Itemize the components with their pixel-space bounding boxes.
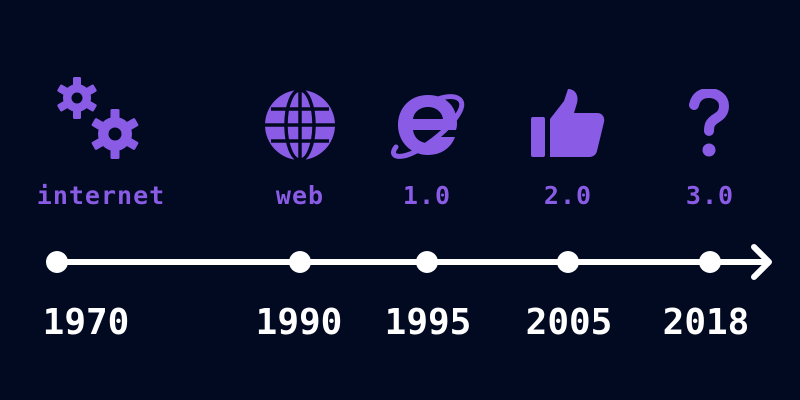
year-label-1995: 1995 <box>384 302 472 343</box>
era-label-internet: internet <box>36 181 166 210</box>
timeline-dot-2005 <box>557 251 579 273</box>
era-label-3-0: 3.0 <box>685 181 735 210</box>
era-label-web: web <box>275 181 325 210</box>
timeline-dot-2018 <box>699 251 721 273</box>
timeline-dot-1995 <box>416 251 438 273</box>
timeline-dot-1990 <box>289 251 311 273</box>
year-label-1970: 1970 <box>42 302 130 343</box>
gears-icon <box>57 77 139 159</box>
timeline-dot-1970 <box>46 251 68 273</box>
era-label-1-0: 1.0 <box>402 181 452 210</box>
era-label-2-0: 2.0 <box>543 181 593 210</box>
year-label-2005: 2005 <box>525 302 613 343</box>
internet-explorer-icon <box>391 94 465 159</box>
timeline-arrowhead <box>751 244 772 280</box>
question-mark-icon <box>689 89 730 157</box>
thumbs-up-icon <box>531 89 605 157</box>
globe-icon <box>265 89 335 161</box>
year-label-2018: 2018 <box>662 302 750 343</box>
year-label-1990: 1990 <box>255 302 343 343</box>
